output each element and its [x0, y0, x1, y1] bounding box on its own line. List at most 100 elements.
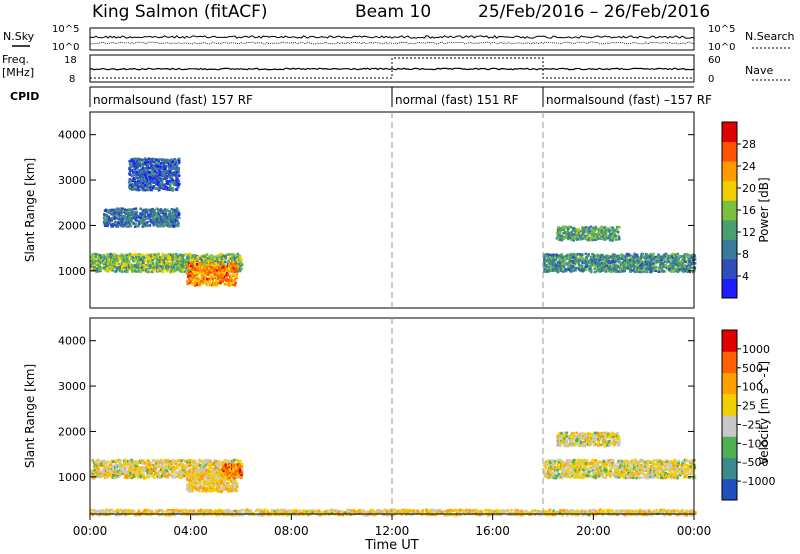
- heatmap-cell: [159, 209, 163, 212]
- heatmap-cell: [128, 225, 131, 228]
- heatmap-cell: [142, 179, 146, 183]
- heatmap-cell: [95, 261, 99, 265]
- heatmap-cell: [139, 257, 143, 260]
- heatmap-cell: [159, 268, 162, 271]
- heatmap-cell: [162, 260, 166, 263]
- heatmap-cell: [226, 472, 229, 475]
- heatmap-cell: [182, 458, 185, 462]
- heatmap-cell: [170, 253, 173, 257]
- heatmap-cell: [133, 164, 137, 168]
- heatmap-cell: [683, 264, 687, 267]
- heatmap-cell: [151, 210, 155, 214]
- heatmap-cell: [593, 229, 597, 232]
- heatmap-cell: [116, 208, 120, 211]
- heatmap-cell: [661, 263, 665, 266]
- heatmap-cell: [676, 260, 680, 263]
- heatmap-cell: [228, 253, 231, 256]
- heatmap-cell: [155, 215, 159, 219]
- heatmap-cell: [238, 470, 242, 474]
- heatmap-cell: [169, 255, 173, 258]
- heatmap-cell: [565, 431, 569, 435]
- heatmap-cell: [113, 208, 116, 212]
- heatmap-cell: [139, 216, 142, 219]
- heatmap-cell: [177, 157, 181, 161]
- heatmap-cell: [626, 261, 630, 264]
- heatmap-cell: [216, 474, 220, 477]
- heatmap-cell: [607, 227, 610, 230]
- heatmap-cell: [562, 468, 565, 472]
- heatmap-cell: [661, 471, 665, 475]
- heatmap-cell: [233, 458, 236, 462]
- heatmap-cell: [654, 259, 658, 263]
- heatmap-cell: [113, 467, 116, 471]
- heatmap-cell: [169, 270, 172, 274]
- heatmap-cell: [544, 267, 548, 271]
- heatmap-cell: [633, 252, 636, 256]
- heatmap-cell: [629, 258, 632, 262]
- heatmap-cell: [597, 261, 600, 264]
- heatmap-cell: [583, 261, 586, 265]
- heatmap-cell: [214, 481, 217, 485]
- heatmap-cell: [157, 267, 161, 271]
- heatmap-cell: [184, 252, 188, 256]
- heatmap-cell: [153, 161, 157, 164]
- heatmap-cell: [137, 220, 140, 223]
- heatmap-cell: [556, 270, 560, 273]
- heatmap-cell: [609, 232, 612, 236]
- heatmap-cell: [139, 214, 142, 217]
- heatmap-cell: [165, 269, 169, 273]
- heatmap-cell: [556, 227, 560, 231]
- heatmap-cell: [181, 462, 185, 466]
- heatmap-cell: [683, 458, 687, 462]
- heatmap-cell: [132, 170, 135, 174]
- heatmap-cell: [190, 254, 193, 257]
- heatmap-cell: [139, 458, 143, 462]
- heatmap-cell: [634, 256, 637, 259]
- heatmap-cell: [134, 212, 138, 216]
- heatmap-cell: [109, 463, 113, 466]
- heatmap-cell: [584, 226, 588, 229]
- heatmap-cell: [598, 460, 601, 464]
- heatmap-cell: [659, 268, 662, 271]
- heatmap-cell: [584, 464, 588, 467]
- heatmap-cell: [577, 263, 581, 267]
- heatmap-cell: [144, 259, 148, 263]
- heatmap-cell: [654, 269, 657, 272]
- heatmap-cell: [235, 274, 238, 278]
- heatmap-cell: [591, 253, 595, 256]
- noise-left-tick-bottom: 10^0: [52, 42, 79, 53]
- heatmap-cell: [661, 255, 664, 259]
- heatmap-cell: [567, 461, 571, 465]
- noise-right-tick-bottom: 10^0: [708, 42, 735, 53]
- heatmap-cell: [656, 257, 660, 260]
- heatmap-cell: [552, 471, 555, 475]
- heatmap-cell: [691, 461, 694, 464]
- heatmap-cell: [106, 468, 109, 471]
- heatmap-cell: [140, 179, 144, 182]
- heatmap-cell: [189, 268, 193, 272]
- heatmap-cell: [189, 479, 193, 483]
- heatmap-cell: [168, 468, 172, 471]
- heatmap-cell: [625, 252, 629, 256]
- heatmap-cell: [546, 472, 550, 475]
- heatmap-cell: [621, 473, 624, 476]
- heatmap-cell: [556, 468, 559, 472]
- heatmap-cell: [198, 256, 201, 259]
- heatmap-cell: [173, 163, 177, 166]
- heatmap-cell: [553, 265, 557, 268]
- heatmap-cell: [184, 270, 187, 273]
- heatmap-cell: [160, 167, 163, 171]
- heatmap-cell: [228, 488, 231, 492]
- heatmap-cell: [141, 163, 145, 166]
- heatmap-cell: [134, 222, 138, 226]
- heatmap-cell: [99, 460, 103, 463]
- heatmap-cell: [145, 265, 148, 268]
- heatmap-cell: [587, 229, 590, 232]
- heatmap-cell: [599, 268, 603, 271]
- heatmap-cell: [594, 464, 597, 468]
- heatmap-cell: [170, 467, 173, 471]
- heatmap-cell: [170, 179, 173, 183]
- noise-right-label: N.Search: [745, 30, 795, 43]
- heatmap-cell: [91, 459, 94, 462]
- heatmap-cell: [181, 266, 184, 269]
